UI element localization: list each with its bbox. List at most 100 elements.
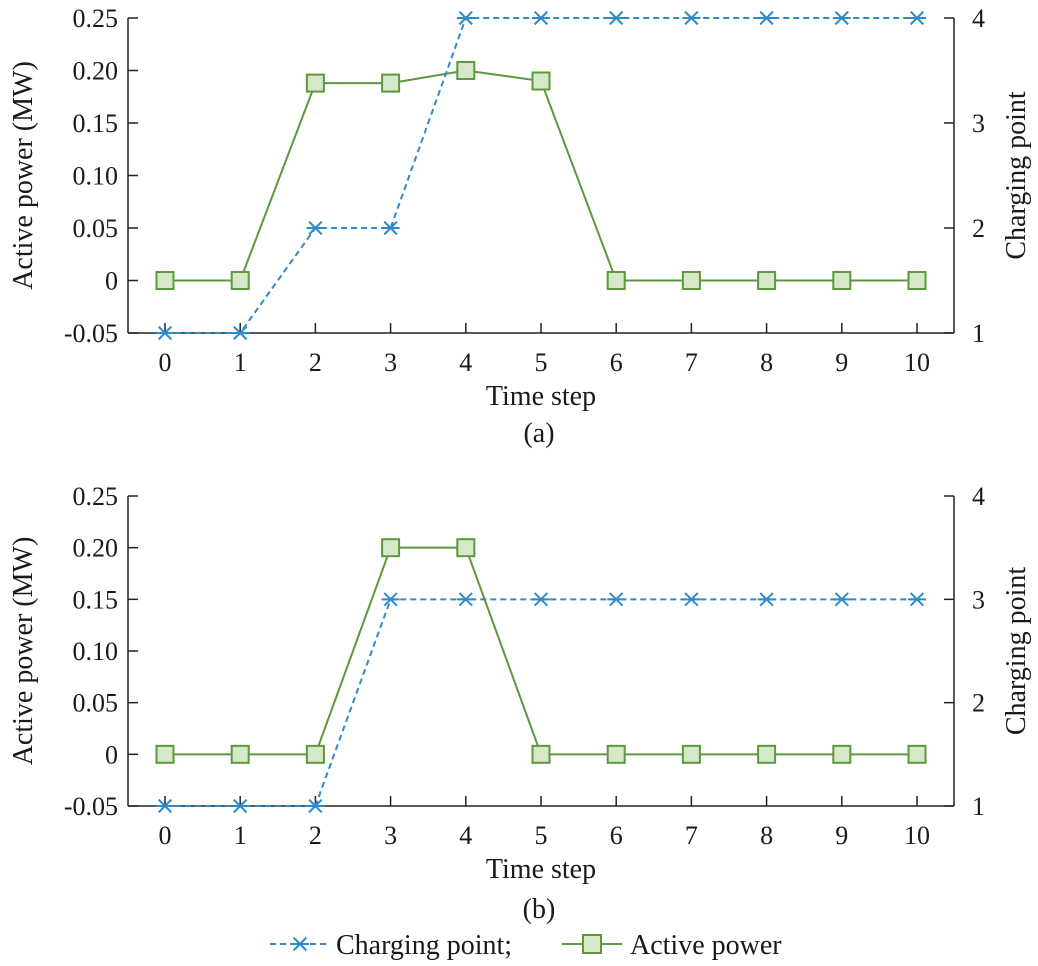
x-tick-label: 5 bbox=[535, 821, 548, 850]
data-point-charging-point bbox=[156, 798, 174, 814]
data-point-charging-point bbox=[682, 10, 701, 26]
x-tick-label: 3 bbox=[384, 348, 397, 377]
x-tick-label: 0 bbox=[159, 821, 172, 850]
data-point-active-power bbox=[757, 271, 777, 290]
data-point-active-power bbox=[832, 744, 852, 764]
x-axis-label: Time step bbox=[486, 381, 596, 412]
data-point-charging-point bbox=[381, 220, 400, 236]
y2-tick-label: 4 bbox=[972, 4, 985, 33]
data-point-charging-point bbox=[832, 10, 851, 26]
data-point-charging-point bbox=[757, 592, 776, 607]
data-point-active-power bbox=[606, 744, 626, 764]
data-point-active-power bbox=[531, 71, 551, 91]
data-point-active-power bbox=[907, 271, 927, 290]
data-point-active-power bbox=[305, 73, 325, 93]
y-tick-label: 0.10 bbox=[73, 162, 119, 191]
y-tick-label: 0.25 bbox=[73, 482, 119, 511]
data-point-active-power bbox=[606, 271, 626, 290]
legend-marker-charging-point bbox=[291, 936, 309, 952]
x-tick-label: 1 bbox=[234, 348, 247, 377]
data-point-charging-point bbox=[456, 592, 475, 607]
x-tick-label: 4 bbox=[459, 821, 472, 850]
data-point-charging-point bbox=[607, 10, 626, 26]
data-point-charging-point bbox=[306, 798, 325, 814]
data-point-charging-point bbox=[532, 592, 550, 607]
chart-panel-a: -0.05 0 0.05 0.10 0.15 0.20 0.25 1 2 3 4 0 1 2 3 4 5 6 7 8 9… bbox=[8, 4, 1032, 449]
panel-caption: (b) bbox=[523, 894, 556, 925]
panel-caption: (a) bbox=[523, 418, 554, 449]
data-point-charging-point bbox=[231, 325, 250, 341]
data-point-charging-point bbox=[306, 220, 325, 236]
y-tick-label: 0.05 bbox=[73, 689, 119, 718]
x-tick-label: 6 bbox=[610, 821, 623, 850]
y-tick-label: 0 bbox=[105, 740, 118, 769]
data-point-active-power bbox=[456, 538, 476, 558]
data-point-charging-point bbox=[456, 10, 475, 26]
series-line-active-power bbox=[165, 546, 917, 756]
data-point-active-power bbox=[757, 744, 777, 764]
legend-marker-active-power bbox=[582, 934, 602, 954]
data-point-active-power bbox=[456, 61, 476, 80]
y2-tick-label: 2 bbox=[972, 214, 985, 243]
data-point-active-power bbox=[907, 744, 927, 764]
data-point-charging-point bbox=[757, 10, 776, 26]
y-tick-label: 0.20 bbox=[73, 534, 119, 563]
y-tick-label: 0.05 bbox=[73, 214, 119, 243]
y2-tick-label: 2 bbox=[972, 689, 985, 718]
y-tick-label: 0 bbox=[105, 267, 118, 296]
y-tick-label: -0.05 bbox=[64, 792, 118, 821]
x-tick-label: 5 bbox=[535, 348, 548, 377]
x-tick-label: 4 bbox=[459, 348, 472, 377]
data-point-active-power bbox=[531, 744, 551, 764]
x-tick-label: 2 bbox=[309, 348, 322, 377]
y2-tick-label: 1 bbox=[972, 319, 985, 348]
y-tick-label: 0.15 bbox=[73, 109, 119, 138]
data-point-active-power bbox=[155, 744, 175, 764]
data-point-active-power bbox=[230, 271, 250, 290]
y2-tick-label: 3 bbox=[972, 109, 985, 138]
x-tick-label: 8 bbox=[760, 821, 773, 850]
y-tick-label: 0.20 bbox=[73, 57, 119, 86]
x-tick-label: 9 bbox=[835, 348, 848, 377]
data-point-active-power bbox=[155, 271, 175, 290]
data-point-charging-point bbox=[381, 592, 400, 607]
legend: Charging point; Active power bbox=[270, 930, 782, 961]
x-tick-label: 0 bbox=[159, 348, 172, 377]
legend-star-icon bbox=[291, 936, 309, 952]
x-tick-label: 10 bbox=[904, 348, 930, 377]
data-point-active-power bbox=[381, 73, 401, 93]
series-line-charging-point bbox=[165, 598, 917, 807]
y-tick-label: 0.25 bbox=[73, 4, 119, 33]
y-axis-label: Active power (MW) bbox=[8, 61, 39, 290]
data-point-active-power bbox=[381, 538, 401, 558]
y2-tick-label: 1 bbox=[972, 792, 985, 821]
y2-tick-label: 4 bbox=[972, 482, 985, 511]
data-point-active-power bbox=[681, 744, 701, 764]
data-point-active-power bbox=[832, 271, 852, 290]
y-tick-label: 0.10 bbox=[73, 637, 119, 666]
y-axis-label: Active power (MW) bbox=[8, 537, 39, 766]
x-tick-label: 6 bbox=[610, 348, 623, 377]
legend-label-active-power: Active power bbox=[630, 930, 782, 961]
series-line-active-power bbox=[165, 69, 917, 282]
data-point-charging-point bbox=[607, 592, 626, 607]
data-point-active-power bbox=[681, 271, 701, 290]
x-tick-label: 8 bbox=[760, 348, 773, 377]
data-point-charging-point bbox=[156, 325, 174, 341]
legend-label-charging-point: Charging point; bbox=[336, 930, 512, 961]
x-tick-label: 10 bbox=[904, 821, 930, 850]
x-tick-label: 9 bbox=[835, 821, 848, 850]
data-point-charging-point bbox=[682, 592, 701, 607]
series-line-charging-point bbox=[165, 17, 917, 334]
chart-panel-b: -0.05 0 0.05 0.10 0.15 0.20 0.25 1 2 3 4 0 1 2 3 4 5 6 7 8 9… bbox=[8, 482, 1032, 925]
data-point-charging-point bbox=[908, 10, 926, 26]
data-point-active-power bbox=[305, 744, 325, 764]
y2-tick-label: 3 bbox=[972, 585, 985, 614]
y2-axis-label: Charging point bbox=[1001, 91, 1032, 259]
x-tick-label: 1 bbox=[234, 821, 247, 850]
data-point-active-power bbox=[230, 744, 250, 764]
data-point-charging-point bbox=[832, 592, 851, 607]
x-tick-label: 2 bbox=[309, 821, 322, 850]
data-point-charging-point bbox=[231, 798, 250, 814]
